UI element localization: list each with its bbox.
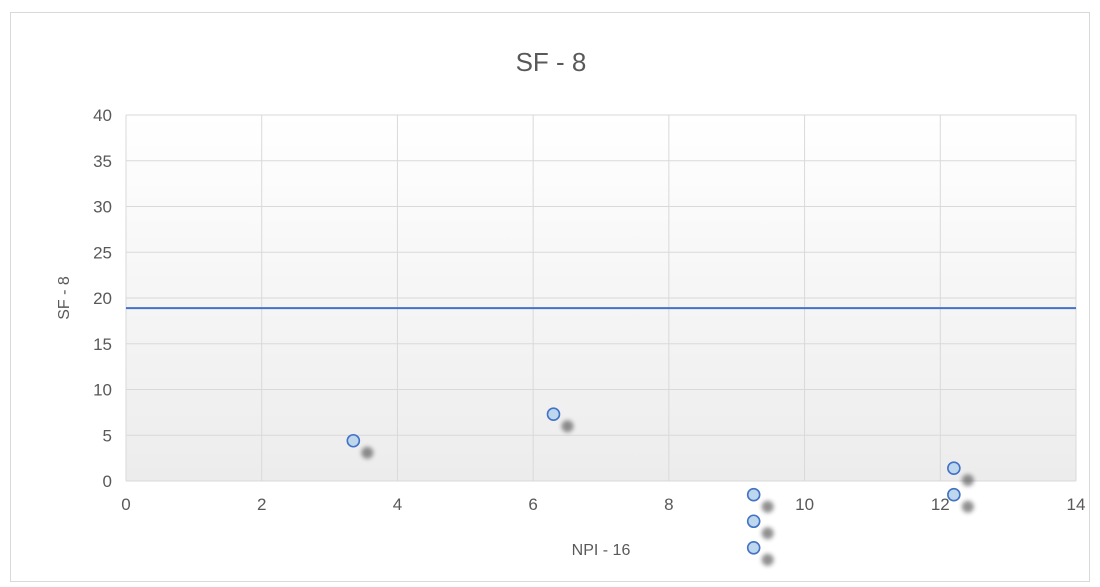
x-tick-label: 8 (664, 495, 673, 514)
y-tick-label: 0 (103, 472, 112, 491)
y-tick-label: 10 (93, 381, 112, 400)
point-shadow (761, 553, 774, 566)
chart-title: SF - 8 (516, 47, 587, 77)
x-tick-label: 14 (1067, 495, 1086, 514)
data-point (947, 487, 961, 502)
gridlines (125, 114, 1077, 482)
point-shadow (361, 446, 374, 459)
x-tick-label: 2 (257, 495, 266, 514)
x-axis-title: NPI - 16 (572, 542, 631, 559)
x-tick-label: 6 (528, 495, 537, 514)
x-tick-label: 10 (795, 495, 814, 514)
tick-labels: 0 5 10 15 20 25 30 35 40 0 2 4 6 8 10 12 14 (93, 106, 1085, 514)
y-tick-label: 40 (93, 106, 112, 125)
data-points (346, 407, 961, 555)
point-shadow (761, 500, 774, 513)
data-point (346, 433, 361, 448)
y-tick-label: 5 (103, 426, 112, 445)
data-point (746, 514, 761, 529)
point-shadow (761, 527, 774, 540)
y-tick-label: 35 (93, 152, 112, 171)
chart-frame: SF - 8 0 5 10 15 20 25 30 35 40 0 2 4 6 8 10 12 14 NPI -… (10, 12, 1090, 582)
data-point (746, 487, 761, 502)
point-shadows (361, 420, 974, 566)
x-tick-label: 0 (121, 495, 130, 514)
data-point (947, 461, 961, 475)
y-tick-label: 25 (93, 243, 112, 262)
y-tick-label: 20 (93, 289, 112, 308)
y-axis-title: SF - 8 (56, 276, 73, 320)
point-shadow (961, 474, 974, 487)
x-tick-label: 12 (931, 495, 950, 514)
x-tick-label: 4 (393, 495, 402, 514)
point-shadow (961, 500, 974, 513)
data-point (546, 407, 561, 422)
scatter-chart: SF - 8 0 5 10 15 20 25 30 35 40 0 2 4 6 8 10 12 14 NPI -… (56, 47, 1085, 566)
data-point (746, 540, 761, 555)
point-shadow (561, 420, 574, 433)
y-tick-label: 15 (93, 335, 112, 354)
y-tick-label: 30 (93, 198, 112, 217)
